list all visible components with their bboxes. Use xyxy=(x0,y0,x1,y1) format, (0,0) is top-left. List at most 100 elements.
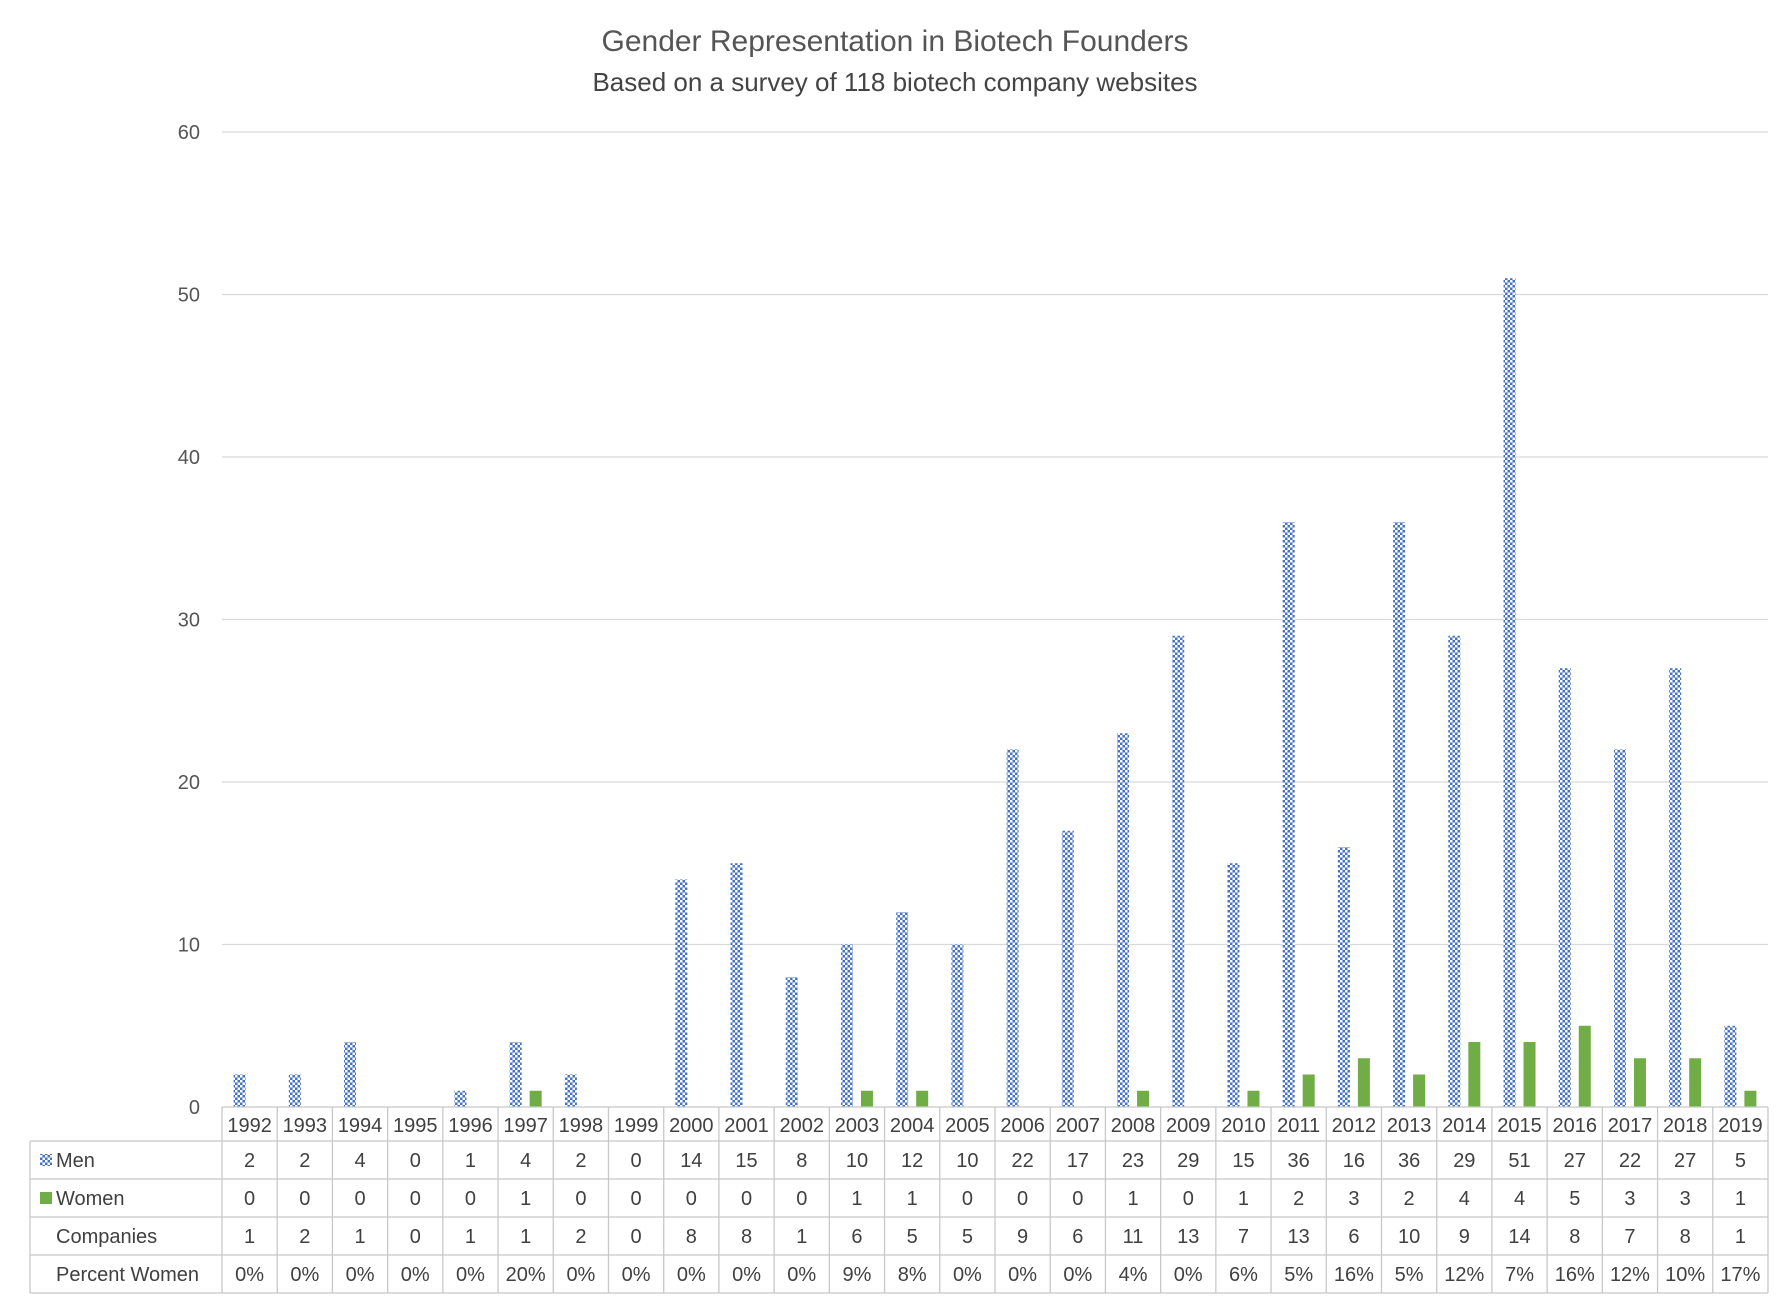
x-tick-label-2016: 2016 xyxy=(1553,1115,1598,1137)
row-label-men: Men xyxy=(56,1150,95,1172)
cell-percent-women-1994: 0% xyxy=(346,1264,375,1286)
y-tick-label-2: 20 xyxy=(178,772,200,794)
cell-companies-2018: 8 xyxy=(1680,1226,1691,1248)
bar-women-2008 xyxy=(1137,1090,1150,1107)
cell-men-2009: 29 xyxy=(1177,1150,1199,1172)
x-tick-label-2008: 2008 xyxy=(1111,1115,1156,1137)
legend-swatch-women xyxy=(40,1192,52,1204)
cell-women-1995: 0 xyxy=(410,1188,421,1210)
x-tick-label-1997: 1997 xyxy=(503,1115,548,1137)
bar-women-2019 xyxy=(1744,1090,1757,1107)
cell-companies-2004: 5 xyxy=(907,1226,918,1248)
x-tick-label-2015: 2015 xyxy=(1497,1115,1542,1137)
cell-percent-women-2015: 7% xyxy=(1505,1264,1534,1286)
bar-women-2018 xyxy=(1689,1058,1702,1107)
y-tick-label-0: 0 xyxy=(189,1097,200,1119)
bar-women-2004 xyxy=(916,1090,929,1107)
cell-men-2006: 22 xyxy=(1011,1150,1033,1172)
cell-men-1997: 4 xyxy=(520,1150,531,1172)
cell-men-1996: 1 xyxy=(465,1150,476,1172)
cell-men-2007: 17 xyxy=(1067,1150,1089,1172)
cell-percent-women-2004: 8% xyxy=(898,1264,927,1286)
cell-women-2013: 2 xyxy=(1404,1188,1415,1210)
cell-women-2003: 1 xyxy=(851,1188,862,1210)
x-tick-label-2018: 2018 xyxy=(1663,1115,1708,1137)
cell-women-2015: 4 xyxy=(1514,1188,1525,1210)
bar-men-2018 xyxy=(1669,668,1682,1107)
x-tick-label-2005: 2005 xyxy=(945,1115,990,1137)
x-tick-label-2012: 2012 xyxy=(1332,1115,1377,1137)
cell-companies-2008: 11 xyxy=(1123,1226,1144,1248)
cell-percent-women-1995: 0% xyxy=(401,1264,430,1286)
bar-women-2003 xyxy=(860,1090,873,1107)
cell-women-2002: 0 xyxy=(796,1188,807,1210)
bar-men-2006 xyxy=(1006,749,1019,1107)
cell-women-1999: 0 xyxy=(631,1188,642,1210)
cell-women-2008: 1 xyxy=(1127,1188,1138,1210)
bar-women-2011 xyxy=(1302,1074,1315,1107)
cell-companies-2016: 8 xyxy=(1569,1226,1580,1248)
bar-men-2012 xyxy=(1337,847,1350,1107)
cell-men-2011: 36 xyxy=(1288,1150,1310,1172)
cell-percent-women-2008: 4% xyxy=(1119,1264,1148,1286)
cell-women-1996: 0 xyxy=(465,1188,476,1210)
cell-women-2017: 3 xyxy=(1624,1188,1635,1210)
bar-men-2010 xyxy=(1227,863,1240,1107)
cell-companies-2007: 6 xyxy=(1072,1226,1083,1248)
bar-men-1997 xyxy=(509,1042,522,1107)
cell-percent-women-2010: 6% xyxy=(1229,1264,1258,1286)
cell-percent-women-2009: 0% xyxy=(1174,1264,1203,1286)
cell-percent-women-1998: 0% xyxy=(566,1264,595,1286)
cell-men-2016: 27 xyxy=(1564,1150,1586,1172)
cell-women-1993: 0 xyxy=(299,1188,310,1210)
bar-men-2019 xyxy=(1724,1025,1737,1107)
x-tick-label-1995: 1995 xyxy=(393,1115,438,1137)
x-tick-label-2017: 2017 xyxy=(1608,1115,1653,1137)
cell-percent-women-1996: 0% xyxy=(456,1264,485,1286)
cell-women-2016: 5 xyxy=(1569,1188,1580,1210)
cell-men-2017: 22 xyxy=(1619,1150,1641,1172)
x-tick-label-2000: 2000 xyxy=(669,1115,714,1137)
x-tick-label-2014: 2014 xyxy=(1442,1115,1487,1137)
cell-companies-2002: 1 xyxy=(796,1226,807,1248)
x-tick-label-2003: 2003 xyxy=(835,1115,880,1137)
cell-women-1998: 0 xyxy=(575,1188,586,1210)
cell-men-2000: 14 xyxy=(680,1150,702,1172)
cell-women-2014: 4 xyxy=(1459,1188,1470,1210)
cell-women-1994: 0 xyxy=(354,1188,365,1210)
cell-men-1995: 0 xyxy=(410,1150,421,1172)
cell-percent-women-2016: 16% xyxy=(1555,1264,1595,1286)
cell-men-2003: 10 xyxy=(846,1150,868,1172)
cell-men-1999: 0 xyxy=(631,1150,642,1172)
cell-women-2010: 1 xyxy=(1238,1188,1249,1210)
cell-companies-1993: 2 xyxy=(299,1226,310,1248)
cell-percent-women-2018: 10% xyxy=(1665,1264,1705,1286)
cell-companies-2006: 9 xyxy=(1017,1226,1028,1248)
cell-men-2012: 16 xyxy=(1343,1150,1365,1172)
bar-men-1998 xyxy=(564,1074,577,1107)
chart-subtitle: Based on a survey of 118 biotech company… xyxy=(592,67,1197,97)
cell-percent-women-2002: 0% xyxy=(787,1264,816,1286)
cell-men-2005: 10 xyxy=(956,1150,978,1172)
bar-men-2003 xyxy=(840,944,853,1107)
cell-percent-women-2011: 5% xyxy=(1284,1264,1313,1286)
cell-companies-2009: 13 xyxy=(1177,1226,1199,1248)
bar-men-1996 xyxy=(454,1090,467,1107)
bar-women-2013 xyxy=(1413,1074,1426,1107)
cell-companies-1996: 1 xyxy=(465,1226,476,1248)
bar-women-2016 xyxy=(1578,1025,1591,1107)
cell-companies-2013: 10 xyxy=(1398,1226,1420,1248)
cell-companies-1997: 1 xyxy=(520,1226,531,1248)
cell-percent-women-1993: 0% xyxy=(290,1264,319,1286)
x-tick-label-2004: 2004 xyxy=(890,1115,935,1137)
cell-companies-1995: 0 xyxy=(410,1226,421,1248)
cell-women-2005: 0 xyxy=(962,1188,973,1210)
bar-men-2014 xyxy=(1448,635,1461,1107)
bar-women-1997 xyxy=(529,1090,542,1107)
bar-men-1994 xyxy=(344,1042,357,1107)
cell-percent-women-2014: 12% xyxy=(1444,1264,1484,1286)
cell-percent-women-2006: 0% xyxy=(1008,1264,1037,1286)
cell-men-2018: 27 xyxy=(1674,1150,1696,1172)
bar-men-2000 xyxy=(675,879,688,1107)
x-tick-label-1998: 1998 xyxy=(559,1115,604,1137)
